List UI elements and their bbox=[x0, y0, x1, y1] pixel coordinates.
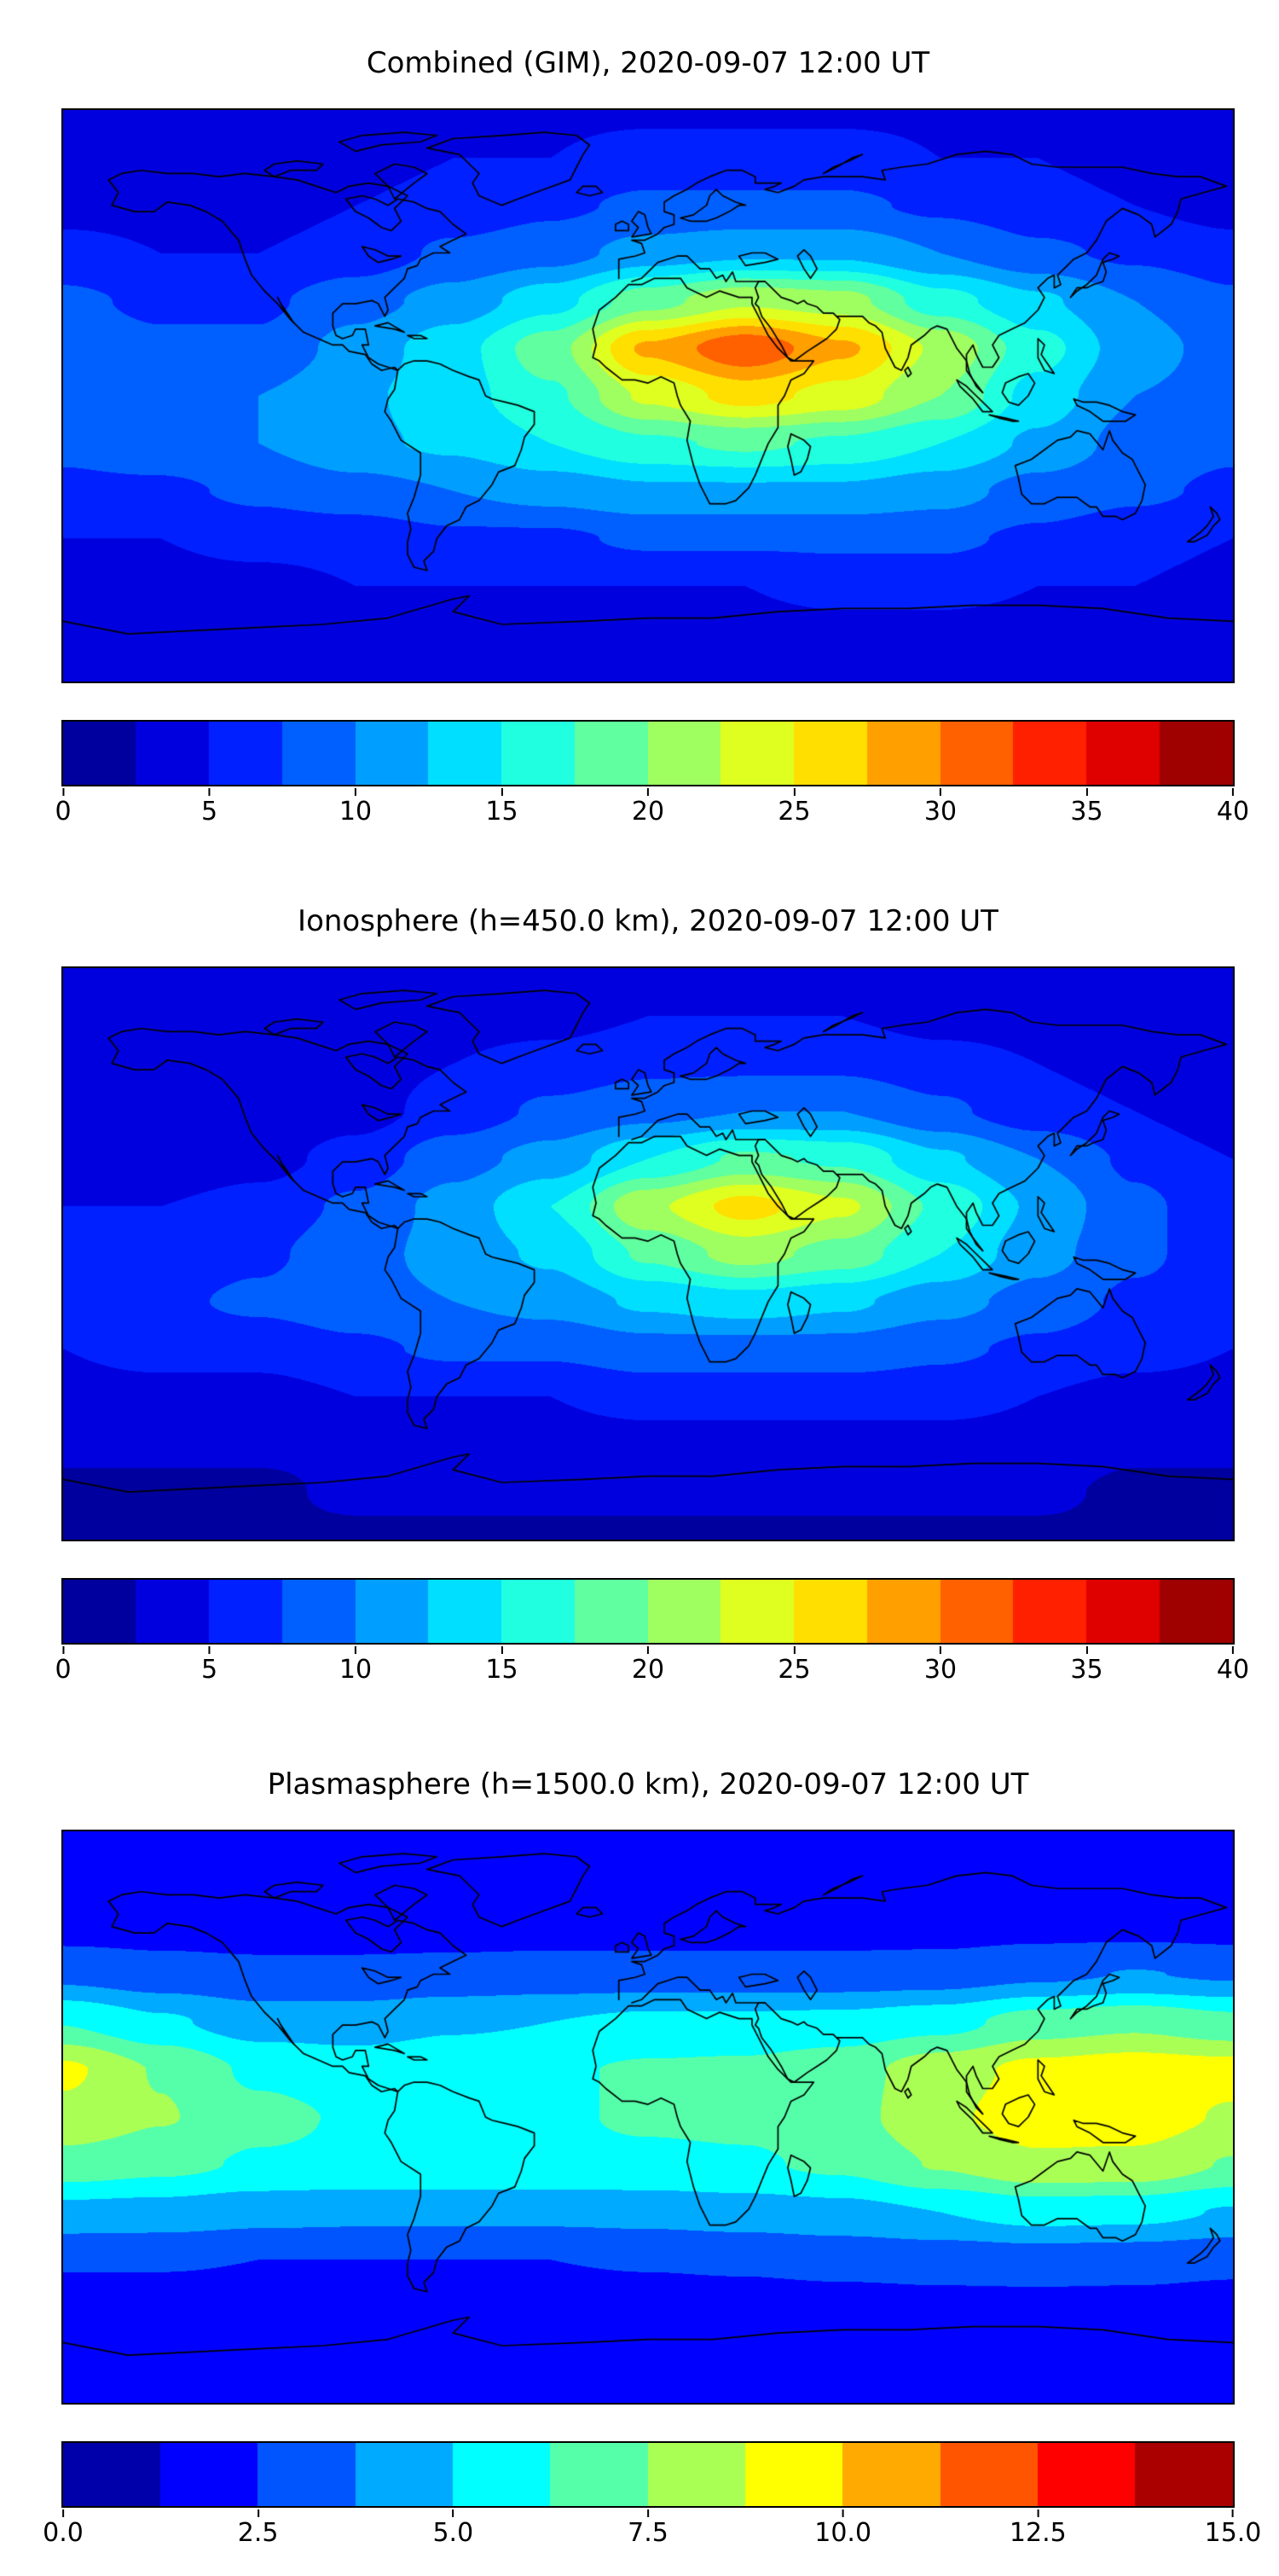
colorbar-tick: 7.5 bbox=[628, 2509, 668, 2547]
panel-title-combined: Combined (GIM), 2020-09-07 12:00 UT bbox=[366, 46, 930, 80]
colorbar-tick-mark bbox=[647, 1646, 649, 1654]
colorbar-tick-label: 25 bbox=[778, 797, 811, 827]
colorbar-tick-mark bbox=[647, 2509, 649, 2517]
colorbar-tick: 0 bbox=[55, 1646, 72, 1685]
colorbar-tick-mark bbox=[62, 1646, 64, 1654]
colorbar-tick-mark bbox=[452, 2509, 454, 2517]
colorbar-tick-label: 15 bbox=[485, 1655, 518, 1685]
colorbar-ticks-combined: 0 5 10 15 20 25 30 35 40 bbox=[55, 788, 1249, 835]
colorbar-tick-label: 0 bbox=[55, 1655, 72, 1685]
colorbar-tick-label: 15.0 bbox=[1204, 2518, 1262, 2548]
colorbar-tick-label: 35 bbox=[1070, 1655, 1103, 1685]
panel-ionosphere: Ionosphere (h=450.0 km), 2020-09-07 12:0… bbox=[0, 860, 1279, 1713]
colorbar-tick-label: 30 bbox=[923, 1655, 958, 1685]
colorbar-tick-label: 2.5 bbox=[237, 2518, 279, 2548]
colorbar-tick-label: 10.0 bbox=[814, 2518, 872, 2548]
colorbar-tick: 15 bbox=[485, 1646, 518, 1684]
panel-title-plasmasphere: Plasmasphere (h=1500.0 km), 2020-09-07 1… bbox=[267, 1767, 1029, 1801]
colorbar-tick-mark bbox=[1085, 1646, 1088, 1654]
colorbar-ionosphere bbox=[61, 1578, 1235, 1645]
colorbar-tick-mark bbox=[793, 1646, 796, 1654]
colorbar-tick-label: 10 bbox=[339, 1655, 373, 1685]
world-map-combined bbox=[61, 108, 1235, 683]
colorbar-tick-label: 5 bbox=[200, 1655, 218, 1685]
colorbar-tick-label: 15 bbox=[485, 797, 518, 827]
colorbar-tick-mark bbox=[1232, 1646, 1234, 1654]
colorbar-ticks-plasmasphere: 0.0 2.5 5.0 7.5 10.0 12.5 15.0 bbox=[43, 2509, 1261, 2556]
colorbar-tick-label: 40 bbox=[1216, 797, 1250, 827]
colorbar-tick: 12.5 bbox=[1010, 2509, 1067, 2547]
colorbar-tick: 0.0 bbox=[43, 2509, 84, 2547]
colorbar-tick-label: 40 bbox=[1216, 1655, 1250, 1685]
colorbar-tick: 25 bbox=[778, 1646, 811, 1685]
colorbar-tick-label: 20 bbox=[631, 797, 665, 827]
colorbar-tick-label: 35 bbox=[1070, 797, 1103, 827]
world-map-ionosphere bbox=[61, 966, 1235, 1541]
colorbar-plasmasphere bbox=[61, 2441, 1235, 2508]
colorbar-tick: 20 bbox=[632, 788, 664, 826]
colorbar-tick: 30 bbox=[924, 788, 957, 826]
colorbar-tick-mark bbox=[940, 1646, 941, 1654]
colorbar-tick: 15.0 bbox=[1204, 2509, 1262, 2548]
colorbar-tick-mark bbox=[647, 788, 649, 796]
colorbar-tick-mark bbox=[355, 1646, 356, 1654]
colorbar-tick-label: 0 bbox=[55, 797, 72, 827]
colorbar-tick: 15 bbox=[485, 788, 518, 826]
panel-plasmasphere: Plasmasphere (h=1500.0 km), 2020-09-07 1… bbox=[0, 1723, 1279, 2576]
colorbar-tick-mark bbox=[793, 788, 796, 796]
colorbar-tick: 35 bbox=[1070, 788, 1103, 827]
colorbar-tick: 20 bbox=[632, 1646, 664, 1684]
colorbar-tick-mark bbox=[1037, 2509, 1039, 2517]
colorbar-tick-label: 5 bbox=[200, 797, 218, 827]
colorbar-tick-label: 20 bbox=[631, 1655, 665, 1685]
colorbar-tick-label: 7.5 bbox=[628, 2518, 668, 2548]
world-map-plasmasphere bbox=[61, 1830, 1235, 2405]
colorbar-tick-mark bbox=[62, 788, 64, 796]
panel-title-ionosphere: Ionosphere (h=450.0 km), 2020-09-07 12:0… bbox=[298, 904, 998, 938]
colorbar-tick-mark bbox=[257, 2509, 259, 2517]
colorbar-tick: 35 bbox=[1070, 1646, 1103, 1685]
colorbar-tick-label: 0.0 bbox=[43, 2518, 84, 2548]
colorbar-tick-label: 5.0 bbox=[432, 2518, 474, 2548]
colorbar-tick: 10 bbox=[339, 788, 372, 826]
colorbar-tick-mark bbox=[1231, 2509, 1234, 2517]
colorbar-tick-mark bbox=[1232, 788, 1234, 796]
colorbar-combined bbox=[61, 720, 1235, 786]
colorbar-tick-mark bbox=[842, 2509, 844, 2517]
colorbar-ticks-ionosphere: 0 5 10 15 20 25 30 35 40 bbox=[55, 1646, 1249, 1693]
colorbar-tick: 40 bbox=[1217, 788, 1249, 826]
colorbar-tick-mark bbox=[208, 1646, 211, 1654]
colorbar-tick-mark bbox=[208, 788, 211, 796]
colorbar-tick: 40 bbox=[1217, 1646, 1249, 1684]
panel-combined-gim: Combined (GIM), 2020-09-07 12:00 UT 0 5 10… bbox=[0, 2, 1279, 855]
colorbar-tick-label: 25 bbox=[778, 1655, 811, 1685]
colorbar-tick: 25 bbox=[778, 788, 811, 827]
colorbar-tick: 2.5 bbox=[238, 2509, 279, 2547]
colorbar-tick-label: 12.5 bbox=[1009, 2518, 1067, 2548]
colorbar-tick: 0 bbox=[55, 788, 72, 827]
colorbar-tick-mark bbox=[1085, 788, 1088, 796]
colorbar-tick-label: 10 bbox=[339, 797, 373, 827]
colorbar-tick: 5 bbox=[201, 1646, 217, 1684]
colorbar-tick: 10.0 bbox=[814, 2509, 871, 2547]
colorbar-tick: 5 bbox=[201, 788, 217, 826]
colorbar-tick-mark bbox=[501, 1646, 503, 1654]
colorbar-tick-mark bbox=[355, 788, 356, 796]
colorbar-tick: 5.0 bbox=[432, 2509, 473, 2547]
colorbar-tick-mark bbox=[501, 788, 503, 796]
colorbar-tick-mark bbox=[940, 788, 941, 796]
colorbar-tick: 30 bbox=[924, 1646, 957, 1684]
colorbar-tick-label: 30 bbox=[923, 797, 958, 827]
colorbar-tick-mark bbox=[62, 2509, 64, 2517]
colorbar-tick: 10 bbox=[339, 1646, 372, 1684]
